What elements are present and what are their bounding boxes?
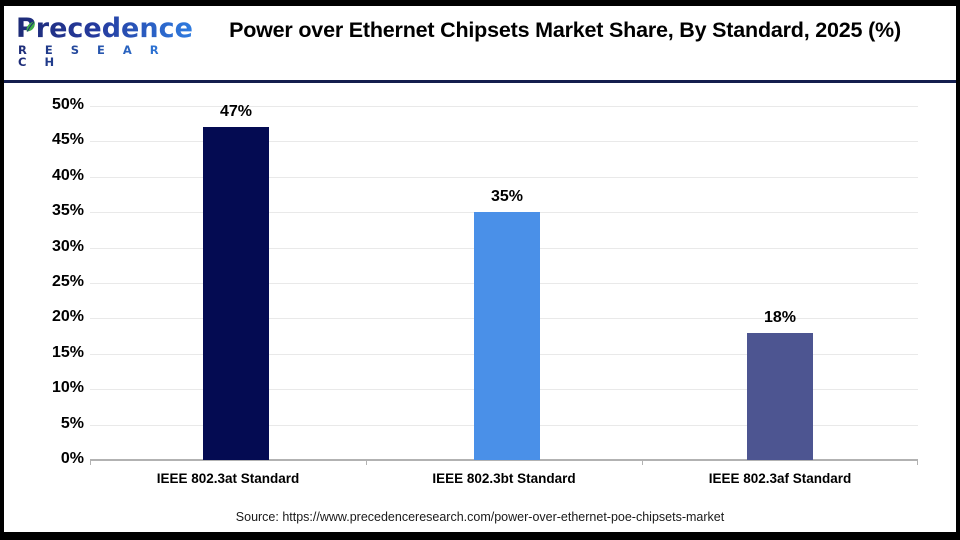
chart-title: Power over Ethernet Chipsets Market Shar… — [229, 18, 901, 42]
y-axis-labels: 0% 5% 10% 15% 20% 25% 30% 35% 40% 45% 50% — [4, 96, 84, 467]
gridline — [90, 141, 918, 143]
precedence-research-logo: Precedence R E S E A R C H — [16, 15, 193, 68]
y-tick-label: 15% — [51, 343, 84, 361]
bar-value-label: 18% — [763, 308, 797, 326]
bar-ieee-802-3at-standard — [203, 127, 269, 460]
x-axis-labels: IEEE 802.3at Standard IEEE 802.3bt Standa… — [90, 471, 918, 486]
logo-subtext: R E S E A R C H — [18, 44, 176, 68]
bar-ieee-802-3bt-standard — [474, 212, 540, 460]
x-axis-tick — [366, 460, 367, 465]
logo-wordmark: Precedence — [16, 13, 193, 44]
x-axis-tick — [90, 460, 91, 465]
y-tick-label: 20% — [51, 308, 84, 326]
y-tick-label: 50% — [51, 96, 84, 113]
bar-chart: 0% 5% 10% 15% 20% 25% 30% 35% 40% 45% 50% 47% 35% 18… — [4, 83, 956, 505]
bar-value-label: 47% — [219, 103, 253, 121]
x-category-label: IEEE 802.3bt Standard — [432, 471, 576, 486]
x-axis-line — [90, 459, 918, 461]
y-tick-label: 40% — [51, 166, 84, 184]
bar-ieee-802-3af-standard — [747, 332, 813, 460]
y-tick-label: 10% — [51, 379, 84, 397]
plot-area: 47% 35% 18% — [90, 103, 918, 465]
header: Precedence R E S E A R C H Power over Et… — [4, 6, 956, 83]
y-tick-label: 25% — [51, 273, 84, 290]
y-tick-label: 30% — [51, 237, 84, 255]
gridline — [90, 176, 918, 178]
bar-value-label: 35% — [490, 188, 524, 206]
x-axis-tick — [917, 460, 918, 465]
leaf-icon — [26, 21, 35, 32]
y-tick-label: 0% — [60, 450, 84, 467]
y-tick-label: 5% — [60, 414, 84, 432]
gridline — [90, 106, 918, 107]
y-tick-label: 45% — [51, 131, 84, 149]
x-axis-tick — [642, 460, 643, 465]
x-category-label: IEEE 802.3af Standard — [708, 471, 852, 486]
source-note: Source: https://www.precedenceresearch.c… — [4, 505, 956, 529]
x-category-label: IEEE 802.3at Standard — [156, 471, 300, 486]
y-tick-label: 35% — [51, 202, 84, 220]
